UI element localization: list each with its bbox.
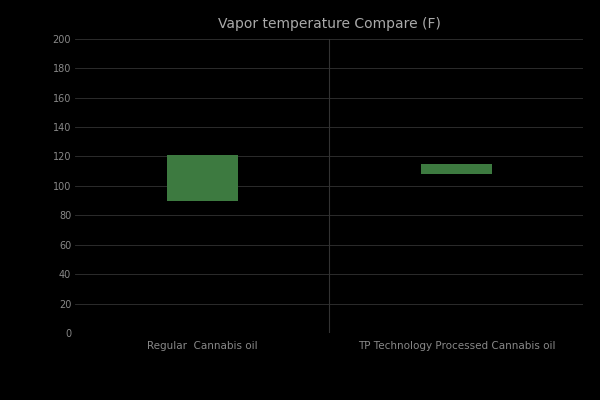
Bar: [167, 155, 238, 201]
Bar: [421, 164, 492, 174]
Title: Vapor temperature Compare (F): Vapor temperature Compare (F): [218, 17, 441, 31]
